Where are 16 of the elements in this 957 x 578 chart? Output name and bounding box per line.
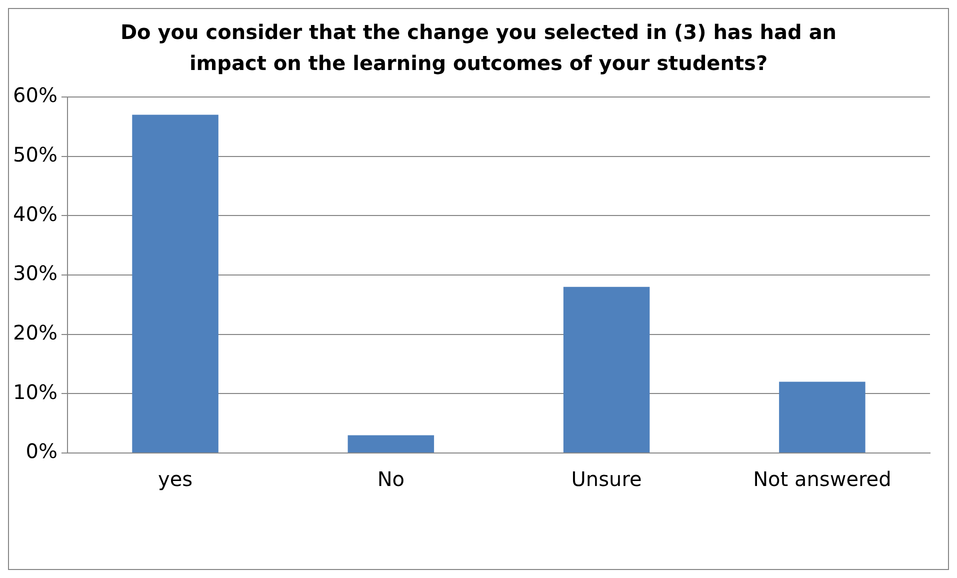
bar <box>132 114 218 452</box>
y-tick-label: 20% <box>13 320 58 345</box>
y-tick-label: 50% <box>13 142 58 167</box>
x-tick-label: No <box>377 467 405 492</box>
y-tick-label: 10% <box>13 380 58 404</box>
x-tick-label: yes <box>158 467 193 492</box>
bar <box>563 286 650 452</box>
bar <box>779 382 866 452</box>
chart-title: Do you consider that the change you selected in (3) has had an impact on the learning outcomes of your students? <box>119 19 838 77</box>
bar <box>348 435 434 452</box>
y-tick-label: 60% <box>13 83 58 108</box>
y-tick-label: 0% <box>26 439 58 464</box>
y-tick-label: 30% <box>13 261 58 286</box>
x-tick-label: Unsure <box>571 467 642 492</box>
y-tick-label: 40% <box>13 202 58 226</box>
x-tick-label: Not answered <box>753 467 892 492</box>
